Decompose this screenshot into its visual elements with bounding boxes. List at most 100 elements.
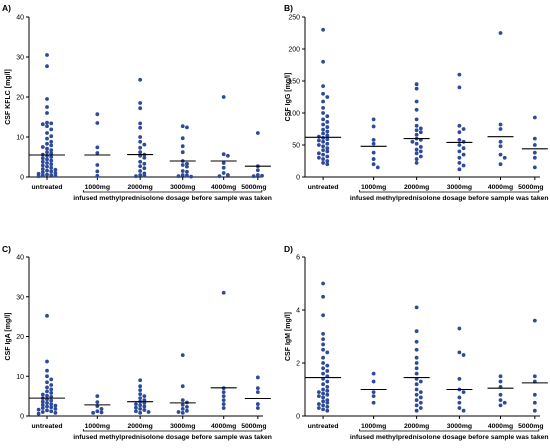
data-point xyxy=(40,145,45,149)
data-point xyxy=(36,407,41,412)
data-point xyxy=(325,146,330,151)
data-point xyxy=(532,115,537,120)
data-point xyxy=(45,380,49,385)
y-tick-label: 30 xyxy=(16,294,24,301)
category-label: 2000mg xyxy=(127,184,152,191)
y-tick-label: 250 xyxy=(288,15,300,22)
data-point xyxy=(418,130,423,135)
y-tick-label: 50 xyxy=(292,143,300,150)
data-point xyxy=(251,174,256,179)
data-point xyxy=(49,398,54,403)
data-point xyxy=(414,339,419,344)
data-point xyxy=(532,400,537,405)
data-point xyxy=(255,173,260,177)
data-point xyxy=(180,353,185,358)
data-point xyxy=(371,394,376,399)
data-point xyxy=(371,390,376,395)
data-point xyxy=(461,163,466,168)
data-point xyxy=(138,396,143,401)
data-point xyxy=(180,406,185,411)
data-point xyxy=(176,174,181,179)
category-label: 5000mg xyxy=(241,423,266,430)
data-point xyxy=(418,149,423,154)
data-point xyxy=(414,86,419,91)
y-tick-label: 2 xyxy=(296,361,300,368)
data-point xyxy=(221,398,226,402)
category-label: 3000mg xyxy=(447,423,472,430)
data-point xyxy=(316,402,321,406)
data-point xyxy=(138,410,143,415)
data-point xyxy=(414,99,419,104)
data-point xyxy=(457,167,462,172)
y-axis-label: CSF KFLC [mg/l] xyxy=(5,69,12,125)
data-point xyxy=(185,164,189,169)
data-point xyxy=(325,159,330,163)
data-point xyxy=(49,143,54,148)
data-point xyxy=(316,138,321,143)
data-point xyxy=(180,136,185,141)
data-point xyxy=(142,404,147,409)
data-point xyxy=(95,394,100,399)
data-point xyxy=(99,406,104,411)
data-point xyxy=(321,127,325,132)
data-point xyxy=(138,159,143,164)
category-label: 1000mg xyxy=(361,184,386,191)
y-axis-label: CSF IgM [mg/l] xyxy=(285,312,292,361)
data-point xyxy=(371,137,376,142)
data-point xyxy=(321,281,325,286)
data-point xyxy=(532,408,537,413)
y-tick-label: 100 xyxy=(288,111,300,118)
data-point xyxy=(418,406,423,410)
data-point xyxy=(142,161,147,166)
data-point xyxy=(138,392,143,397)
group-bracket xyxy=(359,429,540,432)
data-point xyxy=(457,149,462,154)
data-point xyxy=(95,163,100,167)
data-point xyxy=(185,404,189,409)
data-point xyxy=(457,123,462,128)
data-point xyxy=(498,31,503,35)
data-point xyxy=(134,402,138,406)
data-point xyxy=(142,398,147,402)
data-point xyxy=(221,394,226,399)
data-point xyxy=(321,139,325,144)
data-point xyxy=(414,82,419,87)
data-point xyxy=(325,350,330,355)
data-point xyxy=(138,150,143,155)
category-label: 4000mg xyxy=(488,423,513,430)
data-point xyxy=(532,392,537,397)
data-point xyxy=(457,161,462,165)
data-point xyxy=(45,389,49,394)
data-point xyxy=(99,410,104,415)
data-point xyxy=(418,154,423,159)
data-point xyxy=(180,144,185,149)
data-point xyxy=(414,147,419,152)
data-point xyxy=(138,139,143,144)
group-label: infused methylprednisolone dosage before… xyxy=(350,195,549,202)
data-point xyxy=(45,368,49,373)
category-label: 4000mg xyxy=(488,184,513,191)
data-point xyxy=(321,403,325,408)
group-label: infused methylprednisolone dosage before… xyxy=(73,195,272,202)
data-point xyxy=(414,371,419,376)
y-tick-label: 0 xyxy=(296,175,300,182)
data-point xyxy=(418,145,423,149)
data-point xyxy=(49,165,54,170)
data-point xyxy=(321,117,325,122)
data-point xyxy=(461,127,466,131)
data-point xyxy=(180,150,185,155)
data-point xyxy=(410,139,415,144)
data-point xyxy=(321,342,325,347)
data-point xyxy=(45,400,49,405)
data-point xyxy=(325,408,330,413)
data-point xyxy=(49,158,54,163)
category-label: untreated xyxy=(32,423,63,430)
data-point xyxy=(498,127,503,131)
data-point xyxy=(176,410,181,414)
data-point xyxy=(49,169,54,174)
data-point xyxy=(146,410,151,414)
data-point xyxy=(142,155,147,160)
data-point xyxy=(95,169,100,174)
data-point xyxy=(325,369,330,373)
